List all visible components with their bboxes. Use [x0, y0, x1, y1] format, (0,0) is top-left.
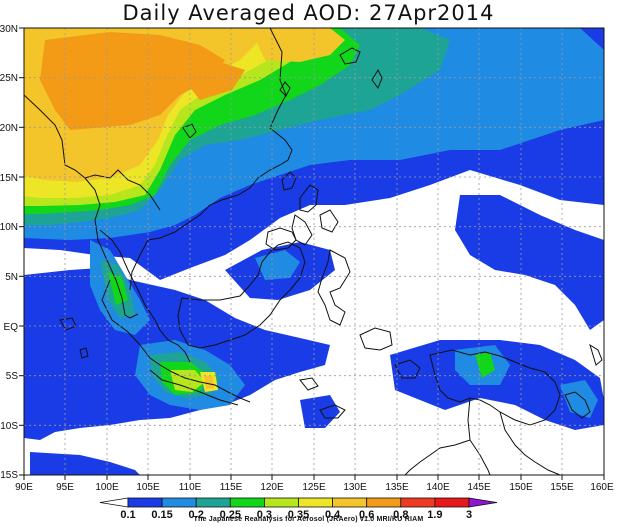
map-title: Daily Averaged AOD: 27Apr2014: [122, 1, 495, 25]
colorbar-segment: [99, 497, 129, 508]
aod-region-green-sumatra: [108, 272, 128, 305]
lon-label: 130E: [343, 482, 367, 493]
lon-label: 105E: [136, 482, 160, 493]
lon-label: 140E: [426, 482, 450, 493]
colorbar-segment: [400, 497, 436, 508]
colorbar-label: 0.8: [393, 509, 408, 521]
aod-region-orange-n2: [180, 62, 245, 100]
colorbar-label: 0.4: [325, 509, 341, 521]
lon-label: 95E: [56, 482, 74, 493]
colorbar-segment: [229, 497, 265, 508]
lon-label: 115E: [220, 482, 243, 493]
colorbar-label: 0.3: [257, 509, 272, 521]
lat-label: 5S: [6, 371, 19, 382]
lon-labels: 90E 95E 100E 105E 110E 115E 120E 125E 13…: [15, 482, 614, 493]
lon-label: 100E: [95, 482, 119, 493]
aod-region-green-png: [475, 352, 495, 378]
aod-region-blue-south-strip: [30, 452, 140, 475]
aod-region-orange: [40, 32, 225, 130]
lon-label: 125E: [302, 482, 326, 493]
lat-label: 15S: [0, 470, 18, 481]
lon-label: 160E: [590, 482, 614, 493]
lon-label: 150E: [509, 482, 533, 493]
coastlines: [24, 28, 603, 475]
graticule: [24, 28, 604, 475]
colorbar-segment: [195, 497, 231, 508]
lat-label: 20N: [0, 123, 18, 134]
lat-label: 5N: [5, 272, 18, 283]
aod-region-lightblue-borneo: [255, 250, 300, 280]
lat-label: EQ: [4, 322, 19, 333]
lat-label: 10N: [0, 222, 18, 233]
colorbar-label: 1.9: [427, 509, 442, 521]
lon-label: 155E: [550, 482, 574, 493]
colorbar-label: 0.25: [220, 509, 241, 521]
aod-region-blue-timor: [300, 395, 340, 428]
aod-region-lightorange-java: [204, 376, 214, 389]
colorbar-segment: [161, 497, 197, 508]
lon-label: 110E: [179, 482, 202, 493]
lon-label: 135E: [385, 482, 409, 493]
colorbar-segment: [127, 497, 163, 508]
colorbar-segment: [298, 497, 333, 508]
colorbar-label: 0.35: [288, 509, 309, 521]
lat-label: 25N: [0, 73, 18, 84]
lon-label: 145E: [467, 482, 491, 493]
data-credit: The Japanese Reanalysis for Aerosol (JRA…: [193, 516, 424, 523]
lat-label: 30N: [0, 24, 18, 35]
colorbar-segment: [332, 497, 368, 508]
colorbar-segment: [263, 497, 299, 508]
lat-label: 10S: [0, 421, 18, 432]
aod-field: [24, 28, 604, 475]
colorbar-label: 0.1: [120, 509, 135, 521]
aod-region-blue-ne: [455, 195, 604, 330]
lat-labels: 15S 10S 5S EQ 5N 10N 15N 20N 25N 30N: [0, 24, 18, 481]
colorbar-label: 0.2: [189, 509, 204, 521]
lat-label: 15N: [0, 173, 18, 184]
lon-label: 120E: [260, 482, 284, 493]
colorbar: 0.1 0.15 0.2 0.25 0.3 0.35 0.4 0.6 0.8 1.9 3: [99, 497, 498, 521]
colorbar-segment: [468, 497, 498, 508]
colorbar-segment: [366, 497, 402, 508]
colorbar-label: 0.15: [151, 509, 172, 521]
colorbar-label: 0.6: [359, 509, 374, 521]
tick-marks: [19, 27, 605, 480]
lon-label: 90E: [15, 482, 33, 493]
colorbar-segment: [434, 497, 470, 508]
colorbar-label: 3: [466, 509, 472, 521]
